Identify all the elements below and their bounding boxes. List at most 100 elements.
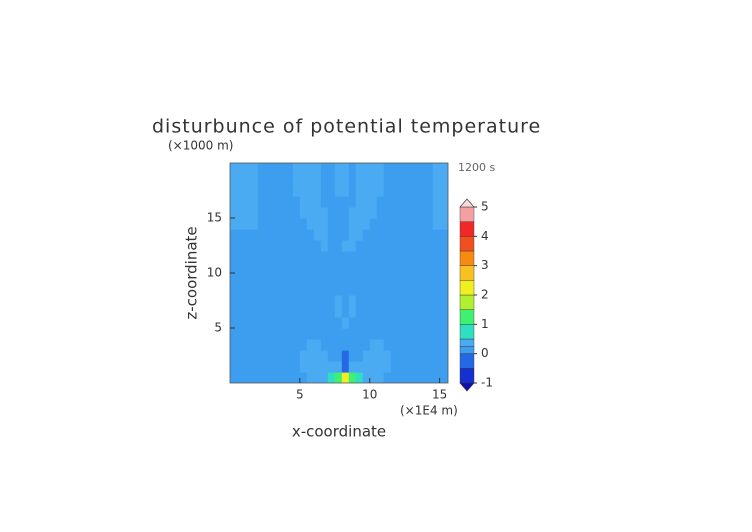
contour-cell (418, 306, 427, 318)
colorbar-band (459, 294, 475, 310)
contour-cell (383, 306, 392, 318)
contour-cell (355, 361, 364, 373)
contour-cell (285, 328, 294, 340)
contour-cell (404, 284, 413, 296)
contour-cell (376, 350, 385, 362)
contour-cell (320, 262, 329, 274)
contour-cell (376, 185, 385, 197)
contour-cell (250, 174, 259, 186)
contour-cell (383, 163, 392, 175)
contour-cell (397, 207, 406, 219)
contour-cell (348, 174, 357, 186)
contour-cell (404, 361, 413, 373)
contour-cell (327, 350, 336, 362)
contour-cell (348, 240, 357, 252)
contour-cell (327, 295, 336, 307)
contour-cell (313, 361, 322, 373)
contour-cell (236, 174, 245, 186)
contour-cell (383, 273, 392, 285)
contour-cell (383, 361, 392, 373)
contour-cell (264, 240, 273, 252)
contour-cell (390, 273, 399, 285)
contour-cell (334, 339, 343, 351)
contour-cell (313, 306, 322, 318)
contour-cell (285, 196, 294, 208)
contour-cell (250, 350, 259, 362)
contour-cell (271, 317, 280, 329)
contour-cell (432, 328, 441, 340)
contour-cell (446, 196, 448, 208)
contour-cell (390, 317, 399, 329)
contour-cell (292, 196, 301, 208)
contour-cell (439, 174, 448, 186)
contour-cell (320, 185, 329, 197)
contour-cell (236, 163, 245, 175)
contour-cell (250, 207, 259, 219)
contour-cell (236, 361, 245, 373)
contour-cell (257, 372, 266, 383)
contour-cell (425, 284, 434, 296)
contour-cell (243, 295, 252, 307)
contour-cell (390, 295, 399, 307)
contour-cell (306, 240, 315, 252)
contour-cell (327, 339, 336, 351)
contour-cell (369, 361, 378, 373)
contour-cell (230, 196, 238, 208)
contour-cell (411, 328, 420, 340)
chart-title: disturbunce of potential temperature (152, 116, 541, 138)
contour-cell (285, 361, 294, 373)
contour-cell (313, 196, 322, 208)
contour-cell (292, 273, 301, 285)
contour-cell (355, 229, 364, 241)
contour-cell (236, 295, 245, 307)
contour-cell (299, 317, 308, 329)
contour-cell (292, 240, 301, 252)
contour-cell (285, 218, 294, 230)
contour-cell (320, 361, 329, 373)
contour-cell (411, 229, 420, 241)
contour-cell (404, 273, 413, 285)
contour-cell (397, 284, 406, 296)
contour-cell (439, 361, 448, 373)
contour-cell (397, 339, 406, 351)
contour-cell (397, 273, 406, 285)
contour-cell (404, 196, 413, 208)
contour-cell (327, 284, 336, 296)
contour-cell (250, 185, 259, 197)
contour-cell (418, 196, 427, 208)
contour-cell (362, 185, 371, 197)
contour-cell (271, 207, 280, 219)
contour-cell (236, 240, 245, 252)
contour-cell (376, 273, 385, 285)
contour-cell (257, 196, 266, 208)
contour-cell (425, 207, 434, 219)
contour-cell (376, 306, 385, 318)
contour-cell (425, 196, 434, 208)
contour-cell (439, 218, 448, 230)
contour-cell (404, 163, 413, 175)
colorbar-band (459, 236, 475, 252)
contour-cell (348, 163, 357, 175)
contour-cell (383, 295, 392, 307)
contour-cell (264, 185, 273, 197)
contour-cell (446, 251, 448, 263)
contour-cell (264, 218, 273, 230)
contour-cell (341, 306, 350, 318)
contour-cell (334, 207, 343, 219)
contour-cell (383, 339, 392, 351)
contour-cell (355, 372, 364, 383)
contour-cell (236, 185, 245, 197)
contour-cell (411, 284, 420, 296)
contour-cell (362, 284, 371, 296)
contour-cell (313, 218, 322, 230)
contour-cell (230, 306, 238, 318)
contour-cell (432, 317, 441, 329)
contour-cell (313, 328, 322, 340)
contour-cell (236, 284, 245, 296)
contour-cell (306, 218, 315, 230)
contour-cell (404, 240, 413, 252)
contour-cell (230, 240, 238, 252)
contour-cell (278, 251, 287, 263)
contour-cell (404, 262, 413, 274)
contour-cell (432, 240, 441, 252)
